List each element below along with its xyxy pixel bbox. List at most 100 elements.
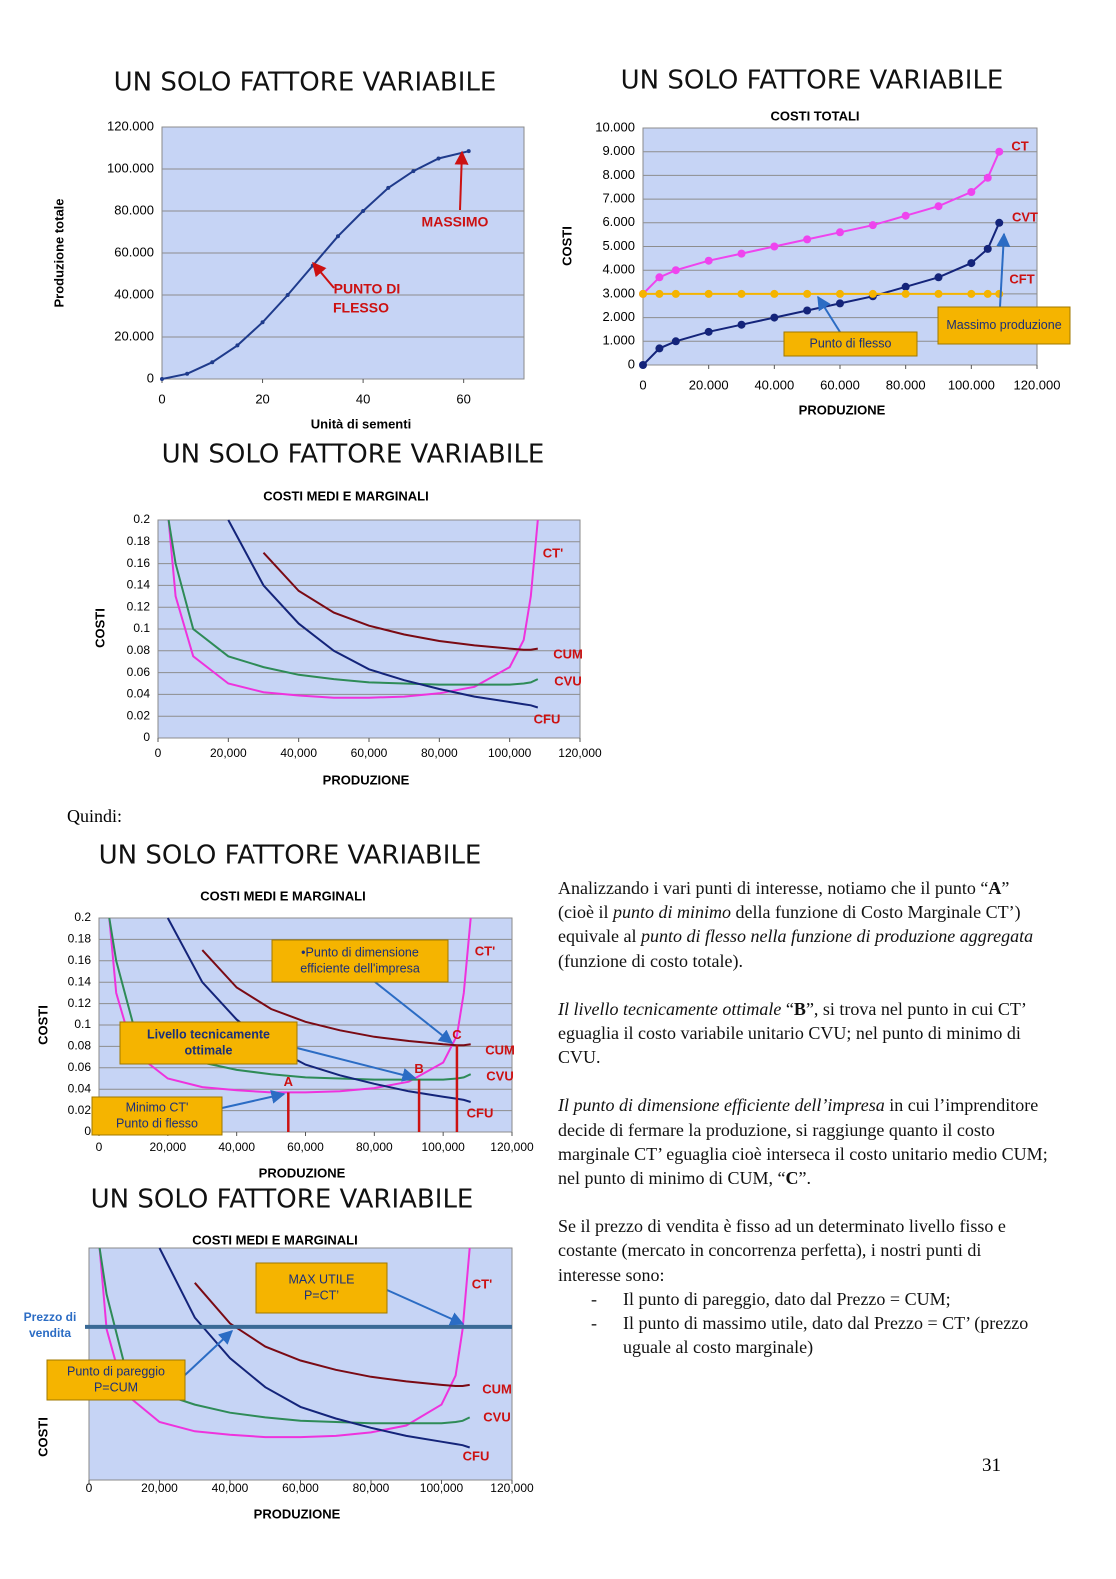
series-label: CFU bbox=[534, 711, 561, 726]
x-tick-label: 120,000 bbox=[490, 1481, 534, 1495]
y-tick-label: 4.000 bbox=[602, 262, 635, 277]
x-axis-label: PRODUZIONE bbox=[259, 1165, 346, 1180]
annotation-box bbox=[91, 1096, 223, 1136]
series-label: CT bbox=[1011, 138, 1028, 153]
annotation-arrow bbox=[184, 1330, 234, 1376]
series-label: CVU bbox=[554, 673, 581, 688]
point bbox=[836, 228, 844, 237]
text: “ bbox=[781, 998, 794, 1019]
point bbox=[386, 185, 391, 190]
intro: Quindi: bbox=[67, 806, 123, 826]
point bbox=[737, 320, 746, 329]
series-label: CUM bbox=[485, 1042, 515, 1057]
x-tick-label: 80,000 bbox=[421, 746, 458, 760]
chart-subtitle: COSTI MEDI E MARGINALI bbox=[200, 888, 365, 903]
annotation-arrow bbox=[312, 261, 335, 289]
annotation-arrow bbox=[386, 1289, 465, 1326]
series-label: CUM bbox=[482, 1381, 512, 1396]
point bbox=[671, 266, 680, 275]
point bbox=[934, 289, 943, 298]
y-tick-label: 0.04 bbox=[68, 1081, 92, 1095]
point bbox=[967, 289, 976, 298]
point bbox=[639, 289, 647, 298]
point bbox=[655, 273, 664, 282]
annotation-text: efficiente dell'impresa bbox=[300, 961, 420, 975]
paragraph: Il livello tecnicamente ottimale “B”, si… bbox=[558, 997, 1048, 1070]
x-axis-label: Unità di sementi bbox=[311, 416, 411, 431]
x-tick-label: 0 bbox=[639, 377, 646, 392]
series-label: CFU bbox=[467, 1105, 494, 1120]
annotation-arrow bbox=[296, 1047, 417, 1082]
text: Il livello tecnicamente ottimale bbox=[558, 998, 782, 1019]
list: Il punto di pareggio, dato dal Prezzo = … bbox=[558, 1287, 1048, 1360]
y-tick-label: 0.12 bbox=[68, 996, 92, 1010]
chart-title: UN SOLO FATTORE VARIABILE bbox=[621, 66, 1004, 96]
y-tick-label: 0.14 bbox=[127, 578, 151, 592]
x-tick-label: 40.000 bbox=[754, 377, 794, 392]
point bbox=[901, 211, 910, 220]
annotation-text: PUNTO DI bbox=[334, 281, 401, 297]
text: ”, si trova nel punto in cui CT’ eguagli… bbox=[558, 998, 1026, 1068]
x-tick-label: 20 bbox=[255, 391, 269, 406]
y-tick-label: 5.000 bbox=[602, 238, 635, 253]
y-tick-label: 0.12 bbox=[127, 599, 151, 613]
curve bbox=[201, 949, 471, 1047]
y-axis-label: COSTI bbox=[92, 608, 107, 648]
point bbox=[210, 360, 215, 365]
curve bbox=[227, 519, 539, 709]
point bbox=[803, 306, 812, 315]
point bbox=[803, 289, 812, 298]
y-axis-label: COSTI bbox=[35, 1417, 50, 1457]
series-label: CVU bbox=[486, 1068, 513, 1083]
x-tick-label: 0 bbox=[158, 391, 165, 406]
x-tick-label: 80,000 bbox=[356, 1140, 393, 1154]
x-tick-label: 40,000 bbox=[218, 1140, 255, 1154]
text: Il punto di dimensione efficiente dell’i… bbox=[558, 1095, 885, 1116]
point bbox=[770, 242, 779, 251]
x-tick-label: 120,000 bbox=[558, 746, 602, 760]
annotation-text: Massimo produzione bbox=[946, 318, 1061, 332]
y-tick-label: 0.2 bbox=[133, 512, 150, 526]
x-tick-label: 80,000 bbox=[353, 1481, 390, 1495]
annotation-text: Punto di flesso bbox=[810, 336, 892, 350]
point bbox=[160, 377, 164, 381]
point bbox=[901, 289, 910, 298]
y-tick-label: 100.000 bbox=[107, 160, 154, 175]
text: C bbox=[785, 1168, 799, 1189]
point bbox=[260, 320, 265, 325]
point bbox=[803, 235, 812, 244]
y-tick-label: 0.2 bbox=[74, 910, 91, 924]
y-tick-label: 0 bbox=[147, 370, 154, 385]
x-tick-label: 40,000 bbox=[280, 746, 317, 760]
y-tick-label: 20.000 bbox=[114, 328, 154, 343]
y-tick-label: 0.02 bbox=[68, 1103, 92, 1117]
y-tick-label: 0.06 bbox=[68, 1060, 92, 1074]
point bbox=[983, 244, 992, 253]
price-label: vendita bbox=[29, 1326, 71, 1340]
series-label: CFU bbox=[463, 1448, 490, 1463]
annotation-box bbox=[271, 939, 449, 983]
point bbox=[361, 209, 366, 213]
text: B bbox=[793, 998, 806, 1019]
text: ”. bbox=[798, 1168, 812, 1189]
point bbox=[737, 289, 746, 298]
chart-title: UN SOLO FATTORE VARIABILE bbox=[91, 1185, 474, 1215]
point bbox=[466, 149, 471, 154]
annotation-text: ottimale bbox=[185, 1043, 233, 1057]
point bbox=[995, 289, 1004, 298]
curve bbox=[194, 1282, 470, 1387]
y-tick-label: 1.000 bbox=[602, 333, 635, 348]
y-tick-label: 0.06 bbox=[127, 665, 151, 679]
y-tick-label: 3.000 bbox=[602, 285, 635, 300]
y-tick-label: 120.000 bbox=[107, 118, 154, 133]
curve bbox=[167, 519, 539, 686]
annotation-text: MASSIMO bbox=[422, 214, 489, 230]
point bbox=[655, 344, 664, 353]
point-label: A bbox=[284, 1074, 294, 1089]
annotation-text: Livello tecnicamente bbox=[147, 1027, 270, 1041]
point bbox=[995, 147, 1004, 156]
chart-title: UN SOLO FATTORE VARIABILE bbox=[162, 440, 545, 470]
series-label: CVU bbox=[483, 1409, 510, 1424]
point-label: C bbox=[452, 1027, 462, 1042]
